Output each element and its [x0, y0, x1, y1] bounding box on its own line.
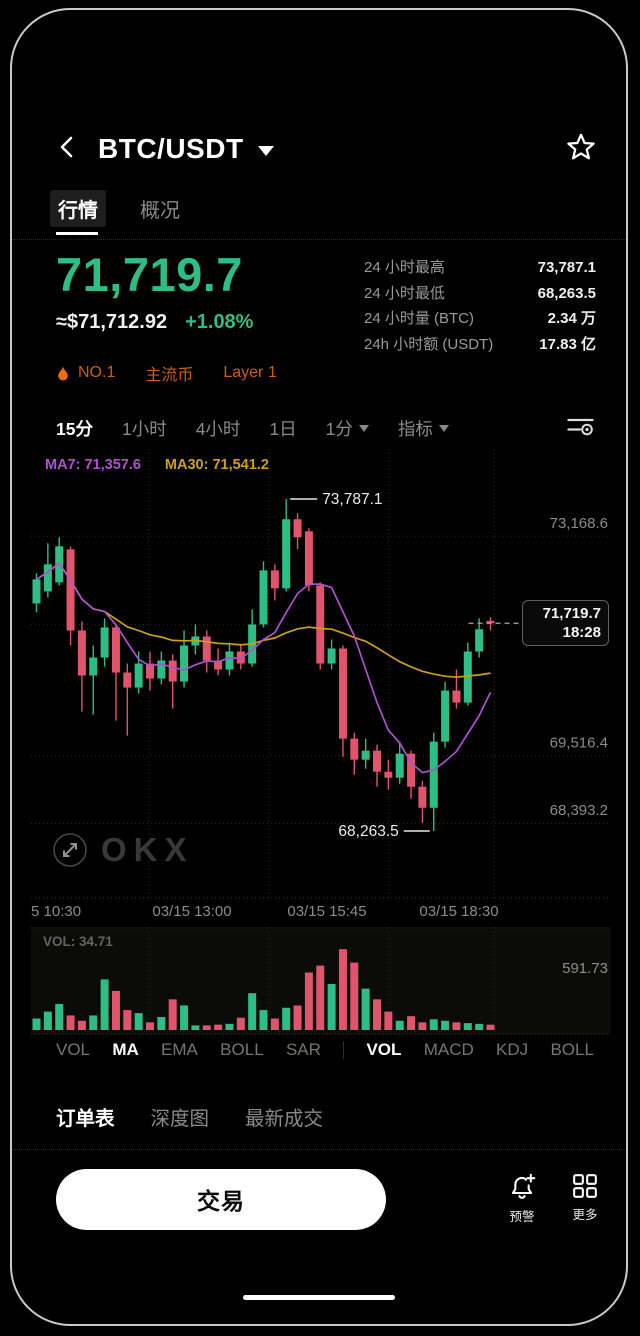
- volume-axis-label: 591.73: [562, 960, 608, 977]
- svg-text:68,393.2: 68,393.2: [550, 802, 608, 819]
- divider: [343, 1041, 345, 1059]
- indicator-boll-sub[interactable]: BOLL: [550, 1040, 594, 1059]
- okx-logo: OKX: [101, 831, 194, 868]
- tab-depth[interactable]: 深度图: [150, 1108, 210, 1130]
- tag-time: 18:28: [562, 624, 601, 641]
- chart-area: 73,168.671,702.869,516.468,393.273,787.1…: [31, 449, 611, 927]
- alert-label: 预警: [509, 1210, 535, 1224]
- token-badges: NO.1 主流币 Layer 1: [56, 361, 277, 385]
- price-block: 71,719.7 ≈$71,712.92 +1.08% NO.1 主流币 Lay…: [56, 250, 277, 385]
- ma30-label: MA30: 71,541.2: [164, 457, 269, 473]
- timeframe-1d[interactable]: 1日: [269, 418, 297, 439]
- indicator-dropdown[interactable]: 指标: [398, 416, 449, 441]
- tab-latest-trades[interactable]: 最新成交: [245, 1108, 324, 1130]
- stats-panel: 24 小时最高 73,787.1 24 小时最低 68,263.5 24 小时量 (…: [364, 255, 596, 357]
- indicator-vol-sub[interactable]: VOL: [366, 1040, 402, 1059]
- indicator-ma[interactable]: MA: [112, 1040, 139, 1059]
- timeframe-1h[interactable]: 1小时: [121, 418, 167, 439]
- x-axis-labels: 5 10:30 03/15 13:00 03/15 15:45 03/15 18:30: [31, 900, 611, 924]
- x-axis-label: 03/15 13:00: [152, 903, 232, 920]
- more-label: 更多: [572, 1208, 598, 1222]
- bottom-bar: 交易 预警 更多: [56, 1163, 598, 1235]
- grid-icon: [573, 1174, 597, 1198]
- timeframe-toolbar: 15分 1小时 4小时 1日 1分 指标: [56, 412, 594, 444]
- header: BTC/USDT: [56, 128, 596, 170]
- tab-market[interactable]: 行情: [50, 190, 106, 235]
- flame-icon: [58, 365, 68, 381]
- indicator-macd[interactable]: MACD: [423, 1040, 474, 1059]
- bell-plus-icon: [511, 1173, 536, 1199]
- timeframe-15m[interactable]: 15分: [56, 418, 93, 439]
- alert-action[interactable]: 预警: [508, 1173, 536, 1225]
- pair-title[interactable]: BTC/USDT: [98, 133, 244, 164]
- stat-row: 24 小时最高 73,787.1: [364, 259, 596, 276]
- chevron-down-icon: [358, 424, 369, 432]
- pair-dropdown-caret-icon[interactable]: [257, 146, 274, 156]
- tab-orderbook[interactable]: 订单表: [56, 1108, 115, 1130]
- chevron-down-icon: [438, 424, 449, 432]
- timeframe-4h[interactable]: 4小时: [195, 418, 241, 439]
- chart-settings-icon[interactable]: [567, 414, 594, 442]
- volume-chart[interactable]: [31, 927, 611, 1035]
- okx-watermark: OKX: [51, 831, 194, 869]
- expand-icon[interactable]: [51, 831, 89, 869]
- orderbook-tabs: 订单表 深度图 最新成交: [56, 1102, 323, 1131]
- indicator-boll[interactable]: BOLL: [220, 1040, 264, 1059]
- indicator-kdj[interactable]: KDJ: [496, 1040, 529, 1059]
- x-axis-label: 03/15 15:45: [287, 903, 367, 920]
- category-badge[interactable]: 主流币: [145, 367, 194, 385]
- candlestick-chart[interactable]: 73,168.671,702.869,516.468,393.273,787.1…: [31, 449, 611, 899]
- timeframe-dropdown[interactable]: 1分: [326, 416, 369, 441]
- phone-frame: BTC/USDT 行情 概况 71,719.7 ≈$71,712.92 +1.0…: [10, 8, 628, 1326]
- last-price-tag[interactable]: 71,719.7 18:28: [522, 600, 609, 646]
- more-action[interactable]: 更多: [572, 1173, 598, 1225]
- price-change: +1.08%: [185, 311, 254, 334]
- ma-legend: MA7: 71,357.6 MA30: 71,541.2: [45, 457, 269, 473]
- last-price: 71,719.7: [56, 248, 243, 301]
- indicator-tabs: VOL MA EMA BOLL SAR VOL MACD KDJ BOLL: [56, 1040, 594, 1060]
- trade-button[interactable]: 交易: [56, 1168, 386, 1230]
- divider: [12, 1149, 626, 1150]
- volume-pane: VOL: 34.71 591.73: [31, 927, 611, 1035]
- stat-row: 24 小时量 (BTC) 2.34 万: [364, 310, 596, 327]
- indicator-ema[interactable]: EMA: [161, 1040, 198, 1059]
- ma7-label: MA7: 71,357.6: [45, 457, 141, 473]
- back-icon[interactable]: [56, 135, 78, 164]
- svg-text:73,787.1: 73,787.1: [322, 491, 382, 508]
- rank-badge[interactable]: NO.1: [56, 364, 115, 382]
- svg-text:69,516.4: 69,516.4: [550, 735, 608, 752]
- stat-row: 24h 小时额 (USDT) 17.83 亿: [364, 335, 596, 353]
- tab-overview[interactable]: 概况: [140, 200, 180, 222]
- x-axis-label: 03/15 18:30: [419, 903, 499, 920]
- svg-text:68,263.5: 68,263.5: [338, 823, 398, 840]
- home-indicator[interactable]: [243, 1295, 395, 1300]
- favorite-star-icon[interactable]: [566, 132, 596, 167]
- layer-badge[interactable]: Layer 1: [223, 364, 277, 382]
- x-axis-label: 5 10:30: [31, 903, 82, 920]
- stat-row: 24 小时最低 68,263.5: [364, 284, 596, 302]
- tag-price: 71,719.7: [542, 605, 601, 622]
- indicator-sar[interactable]: SAR: [285, 1040, 321, 1059]
- divider: [12, 239, 626, 240]
- indicator-vol-main[interactable]: VOL: [56, 1040, 91, 1059]
- volume-current-label: VOL: 34.71: [43, 934, 113, 949]
- page-tabs: 行情 概况: [50, 190, 182, 235]
- usd-price: ≈$71,712.92: [56, 311, 168, 334]
- svg-text:73,168.6: 73,168.6: [550, 515, 608, 532]
